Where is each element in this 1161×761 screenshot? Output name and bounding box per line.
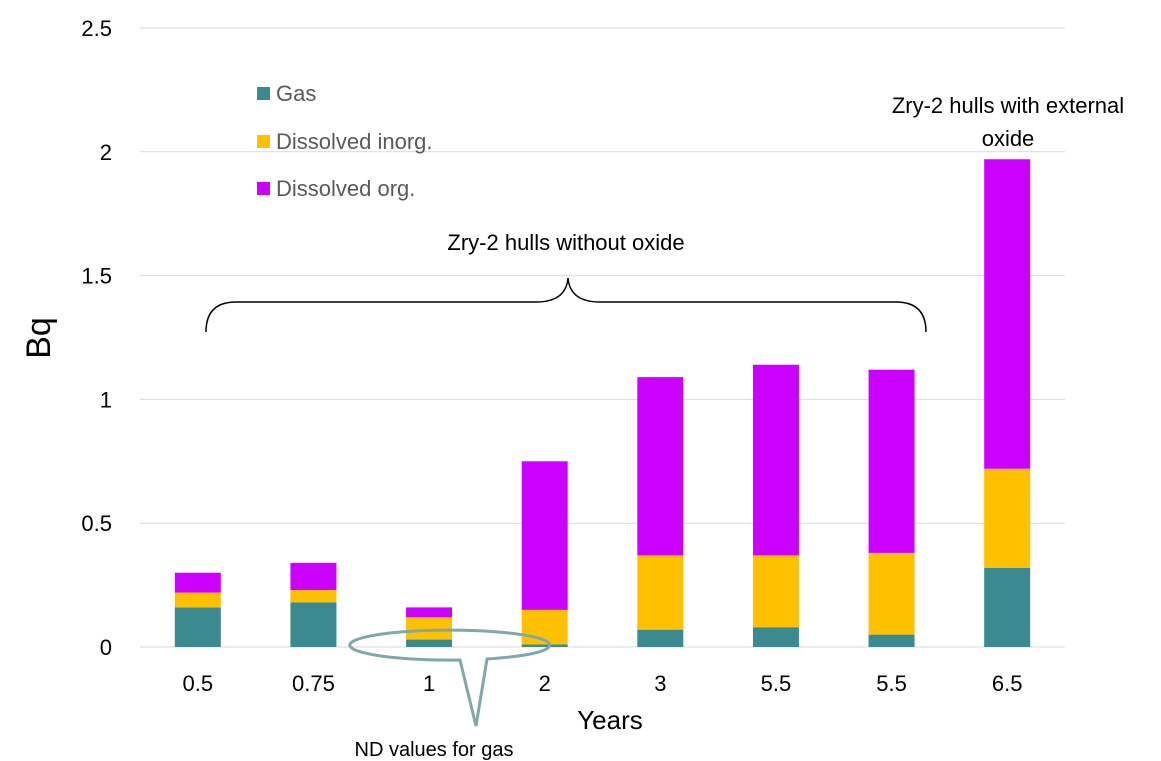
bar-segment [752,364,799,556]
bar-segment [752,555,799,628]
bar-segment [174,592,221,608]
bar-segment [406,607,453,618]
bar-segment [174,572,221,593]
x-tick-label: 1 [423,671,435,696]
legend-label-dissolved-inorg: Dissolved inorg. [276,129,433,154]
x-tick-label: 0.75 [292,671,335,696]
x-tick-label: 0.5 [183,671,214,696]
y-tick-labels: 0 0.5 1 1.5 2 2.5 [81,16,112,660]
bracket-label: Zry-2 hulls without oxide [447,230,684,255]
bars [174,159,1031,647]
y-tick-label: 1.5 [81,264,112,289]
legend-label-gas: Gas [276,81,316,106]
curly-bracket [205,277,927,333]
bar-segment [752,627,799,647]
bar-segment [868,369,915,553]
bar-segment [868,552,915,635]
callout-label: ND values for gas [355,739,514,761]
legend-swatch-dissolved-inorg [257,135,270,148]
bar-segment [637,377,684,556]
bar-segment [290,562,337,591]
bar-segment [406,617,453,640]
bar-segment [521,461,568,610]
y-tick-label: 2.5 [81,16,112,41]
bar-segment [637,629,684,647]
legend-swatch-gas [257,87,270,100]
y-axis-label: Bq [20,317,58,359]
bar-segment [984,567,1031,647]
y-tick-label: 2 [100,140,112,165]
gridlines [140,27,1065,648]
bracket-annotation: Zry-2 hulls without oxide [205,230,927,333]
y-tick-label: 1 [100,387,112,412]
bar-segment [637,555,684,630]
legend-swatch-dissolved-org [257,182,270,195]
callout-bubble [348,628,552,727]
x-axis-label: Years [577,705,643,735]
bar-segment [406,639,453,647]
bar-segment [868,634,915,647]
y-tick-label: 0 [100,635,112,660]
bar-segment [521,644,568,647]
legend: Gas Dissolved inorg. Dissolved org. [257,81,433,201]
y-tick-label: 0.5 [81,511,112,536]
x-tick-labels: 0.5 0.75 1 2 3 5.5 5.5 6.5 [183,671,1023,696]
x-tick-label: 6.5 [992,671,1023,696]
x-tick-label: 5.5 [876,671,907,696]
x-tick-label: 2 [539,671,551,696]
bar-segment [984,159,1031,469]
legend-label-dissolved-org: Dissolved org. [276,176,415,201]
external-oxide-label-line1: Zry-2 hulls with external [892,93,1124,118]
bar-segment [984,468,1031,568]
bar-segment [174,607,221,647]
external-oxide-label-line2: oxide [982,126,1035,151]
nd-callout: ND values for gas [348,628,552,761]
bar-segment [290,602,337,647]
bar-segment [290,590,337,603]
x-tick-label: 3 [654,671,666,696]
x-tick-label: 5.5 [761,671,792,696]
